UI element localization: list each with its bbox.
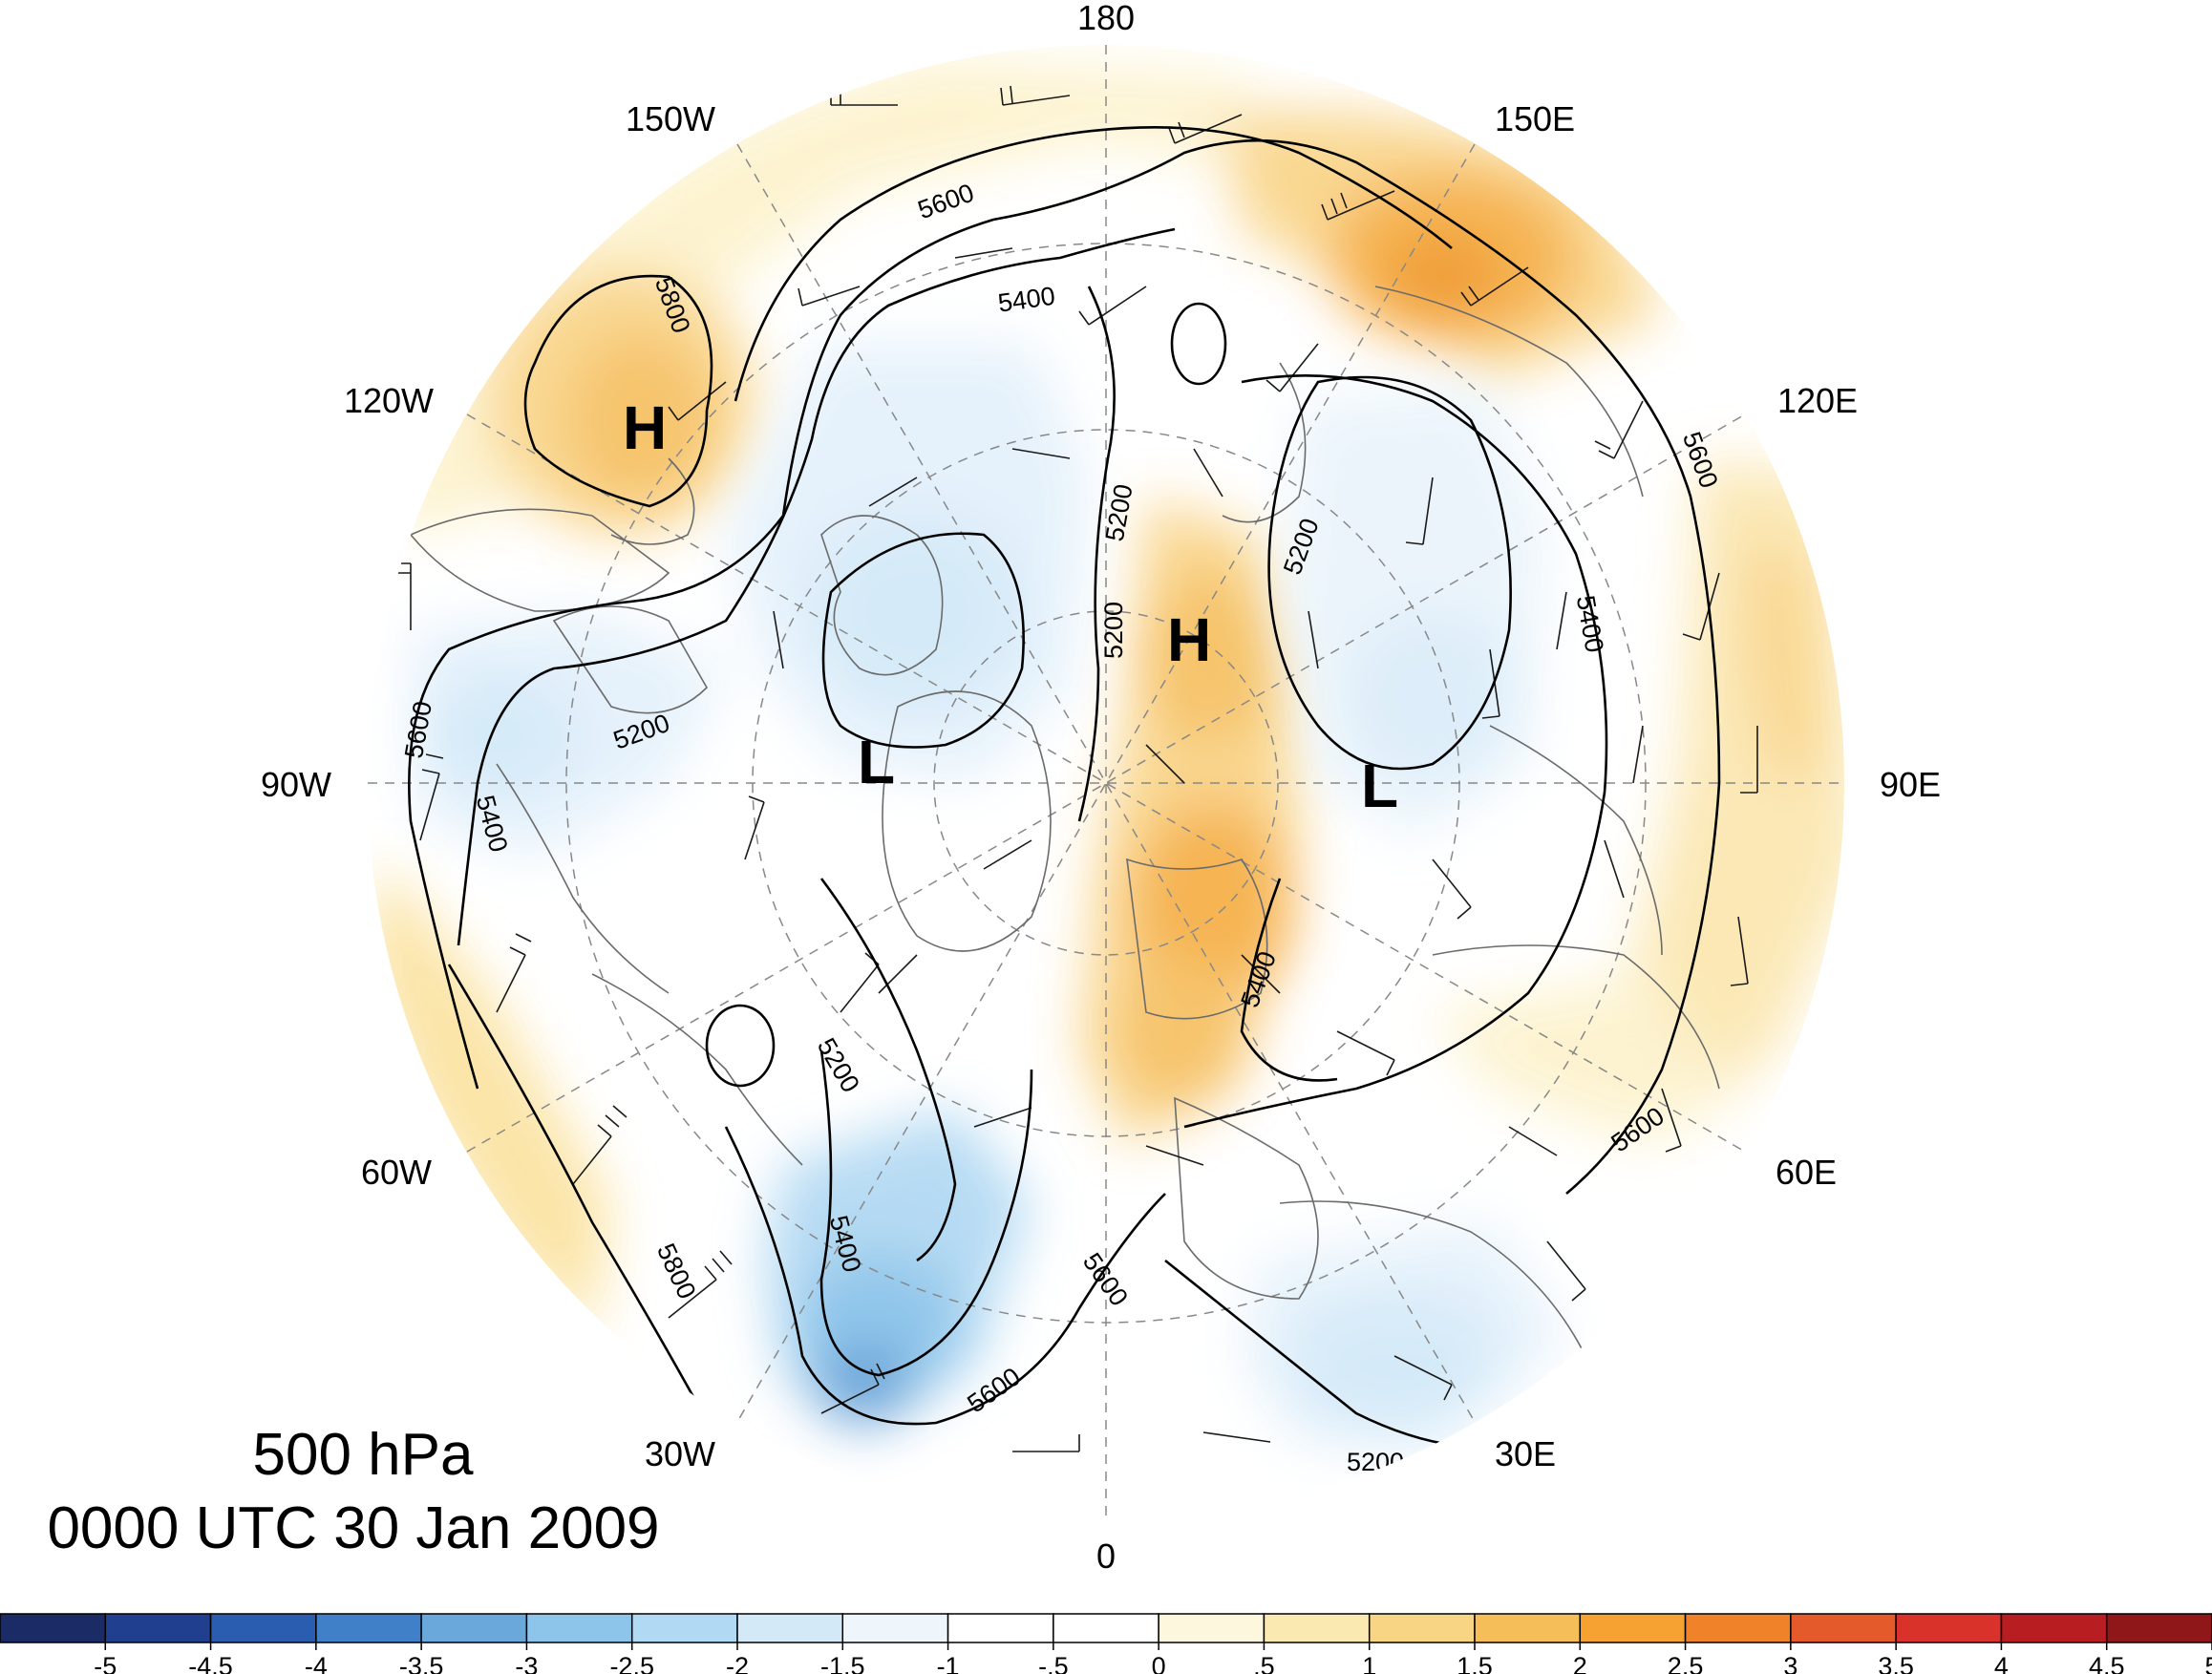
colorbar-tick-label: 1.5 <box>1457 1652 1493 1674</box>
lon-label: 150W <box>626 99 715 138</box>
colorbar-tick-label: -5 <box>94 1652 117 1674</box>
colorbar-swatch <box>1895 1613 2003 1643</box>
high-center: H <box>623 393 667 462</box>
colorbar-tick-label: -2 <box>726 1652 749 1674</box>
colorbar-swatch <box>2000 1613 2108 1643</box>
title-time: 0000 UTC 30 Jan 2009 <box>47 1495 660 1561</box>
colorbar-tick-label: -3 <box>515 1652 538 1674</box>
colorbar-swatch <box>0 1613 107 1643</box>
colorbar-swatch <box>1263 1613 1371 1643</box>
title-level: 500 hPa <box>252 1422 474 1488</box>
longitude-labels: 180 150E 120E 90E 60E 30E 0 30W 60W 90W … <box>261 0 1941 1576</box>
colorbar-tick-label: -3.5 <box>399 1652 444 1674</box>
colorbar-tick-label: -.5 <box>1038 1652 1069 1674</box>
colorbar-tick-label: -2.5 <box>609 1652 654 1674</box>
colorbar-swatch <box>946 1613 1054 1643</box>
lon-label: 180 <box>1077 0 1135 37</box>
contour-label: 5200 <box>1347 1448 1404 1476</box>
low-center: L <box>1361 752 1398 820</box>
high-center: H <box>1167 605 1211 674</box>
colorbar-tick-label: -4 <box>305 1652 328 1674</box>
colorbar-swatch <box>420 1613 528 1643</box>
colorbar-swatch <box>525 1613 633 1643</box>
lon-label: 30W <box>645 1434 715 1473</box>
colorbar-tick-label: 1 <box>1362 1652 1376 1674</box>
colorbar-swatch <box>2105 1613 2212 1643</box>
colorbar-tick-label: -1 <box>937 1652 960 1674</box>
lon-label: 90W <box>261 765 331 804</box>
colorbar-swatch <box>1684 1613 1792 1643</box>
lon-label: 60W <box>361 1153 432 1192</box>
colorbar-tick-label: 0 <box>1152 1652 1166 1674</box>
colorbar-tick-label: 5 <box>2204 1652 2212 1674</box>
colorbar-tick-label: 4 <box>1994 1652 2009 1674</box>
colorbar-swatch <box>104 1613 212 1643</box>
colorbar-swatch <box>1368 1613 1476 1643</box>
lon-label: 120W <box>344 381 434 420</box>
pressure-centers: H L H L <box>623 393 1398 820</box>
colorbar-tick-label: 3.5 <box>1878 1652 1914 1674</box>
colorbar-tick-label: -4.5 <box>188 1652 233 1674</box>
colorbar-swatch <box>315 1613 422 1643</box>
lon-label: 120E <box>1777 381 1858 420</box>
colorbar-swatch <box>841 1613 949 1643</box>
colorbar-swatch <box>736 1613 844 1643</box>
lon-label: 150E <box>1495 99 1575 138</box>
colorbar-swatch <box>1579 1613 1687 1643</box>
colorbar: -5 -4.5 -4 -3.5 -3 -2.5 -2 -1.5 -1 -.5 0 .5 1 1.5 2 2.5… <box>0 1613 2212 1674</box>
colorbar-tick-label: 4.5 <box>2089 1652 2125 1674</box>
low-center: L <box>858 728 895 796</box>
lon-label: 90E <box>1880 765 1941 804</box>
colorbar-tick-label: 2.5 <box>1668 1652 1704 1674</box>
lon-label: 60E <box>1776 1153 1837 1192</box>
colorbar-swatch <box>1053 1613 1159 1643</box>
wind-barbs <box>393 85 1758 1452</box>
colorbar-tick-label: 3 <box>1783 1652 1797 1674</box>
lon-label: 30E <box>1495 1434 1556 1473</box>
colorbar-swatch <box>1790 1613 1897 1643</box>
coastlines <box>409 286 1720 1357</box>
lon-label: 0 <box>1096 1536 1116 1576</box>
colorbar-swatch <box>1158 1613 1266 1643</box>
colorbar-swatch <box>1474 1613 1582 1643</box>
colorbar-tick-label: -1.5 <box>820 1652 865 1674</box>
colorbar-tick-label: .5 <box>1253 1652 1275 1674</box>
contour-label: 5200 <box>1099 602 1128 659</box>
colorbar-tick-label: 2 <box>1573 1652 1587 1674</box>
colorbar-swatch <box>630 1613 738 1643</box>
colorbar-swatch <box>209 1613 317 1643</box>
